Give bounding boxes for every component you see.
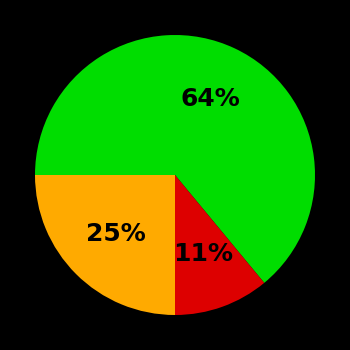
Wedge shape (35, 175, 175, 315)
Text: 25%: 25% (86, 222, 146, 246)
Wedge shape (35, 35, 315, 283)
Text: 11%: 11% (174, 242, 233, 266)
Text: 64%: 64% (181, 87, 241, 111)
Wedge shape (175, 175, 264, 315)
